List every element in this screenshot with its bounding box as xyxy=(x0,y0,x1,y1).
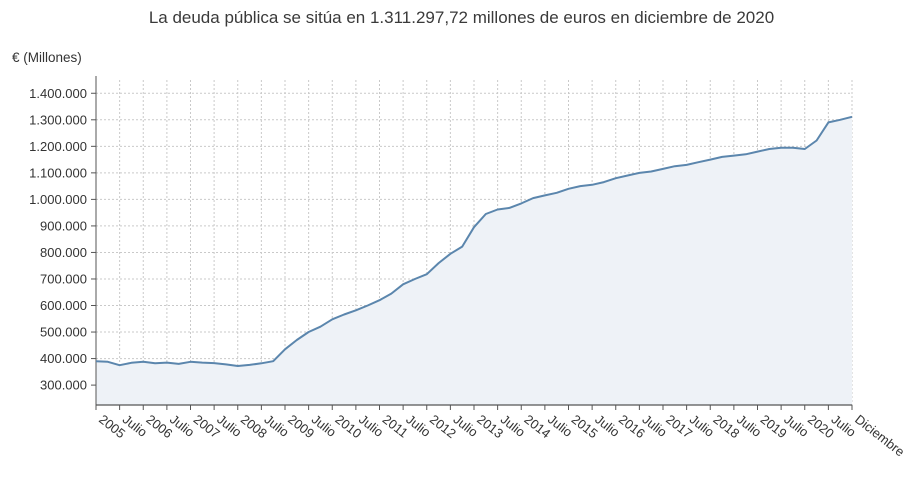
x-tick-label: Julio xyxy=(403,412,433,440)
y-tick-label: 1.400.000 xyxy=(29,86,87,101)
area-fill xyxy=(96,116,852,406)
axes xyxy=(91,76,853,410)
x-tick-label: 2008 xyxy=(238,412,270,442)
y-tick-label: 1.000.000 xyxy=(29,192,87,207)
x-tick-label: Julio xyxy=(545,412,575,440)
x-tick-label: 2020 xyxy=(805,412,837,442)
x-tick-label: 2017 xyxy=(663,412,695,442)
x-tick-label: 2013 xyxy=(474,412,506,442)
series-line-deuda-publica xyxy=(95,115,853,367)
x-tick-label: Julio xyxy=(592,412,622,440)
x-tick-label: Julio xyxy=(498,412,528,440)
x-tick-label: Julio xyxy=(640,412,670,440)
x-tick-label: Julio xyxy=(734,412,764,440)
x-tick-label: Julio xyxy=(356,412,386,440)
x-tick-label: 2005 xyxy=(96,412,128,442)
x-tick-label: 2011 xyxy=(380,412,411,441)
x-tick-label: 2010 xyxy=(332,412,364,442)
x-tick-label: 2014 xyxy=(521,412,553,442)
x-tick-label: 2019 xyxy=(758,412,790,442)
y-tick-label: 700.000 xyxy=(40,271,87,286)
x-tick-label: Diciembre xyxy=(852,412,907,460)
x-tick-label: Julio xyxy=(120,412,150,440)
x-tick-label: Julio xyxy=(781,412,811,440)
x-tick-label: 2016 xyxy=(616,412,648,442)
x-tick-label: Julio xyxy=(451,412,481,440)
y-tick-label: 300.000 xyxy=(40,378,87,393)
x-tick-label: 2015 xyxy=(569,412,601,442)
x-tick-label: Julio xyxy=(262,412,292,440)
x-tick-label: 2009 xyxy=(285,412,317,442)
y-tick-labels: 300.000 400.000 500.000 600.000 700.000 800.0… xyxy=(29,86,87,393)
x-tick-label: 2007 xyxy=(191,412,223,442)
y-tick-label: 400.000 xyxy=(40,351,87,366)
y-tick-label: 900.000 xyxy=(40,218,87,233)
x-tick-label: Julio xyxy=(167,412,197,440)
y-axis-unit-label: € (Millones) xyxy=(12,50,82,65)
series-area xyxy=(96,116,852,406)
series-line-layer xyxy=(95,115,853,367)
x-tick-label: Julio xyxy=(687,412,717,440)
x-tick-label: 2012 xyxy=(427,412,459,442)
x-tick-label: Julio xyxy=(214,412,244,440)
y-tick-label: 500.000 xyxy=(40,325,87,340)
x-tick-label: Julio xyxy=(309,412,339,440)
x-tick-label: 2018 xyxy=(710,412,742,442)
y-tick-label: 800.000 xyxy=(40,245,87,260)
chart-title: La deuda pública se sitúa en 1.311.297,7… xyxy=(148,8,775,27)
x-tick-labels: 2005Julio2006Julio2007Julio2008Julio2009… xyxy=(96,412,907,460)
x-tick-label: 2006 xyxy=(143,412,175,442)
x-tick-label: Julio xyxy=(829,412,859,440)
y-tick-label: 1.300.000 xyxy=(29,112,87,127)
y-tick-label: 1.200.000 xyxy=(29,139,87,154)
y-tick-label: 1.100.000 xyxy=(29,165,87,180)
y-tick-label: 600.000 xyxy=(40,298,87,313)
